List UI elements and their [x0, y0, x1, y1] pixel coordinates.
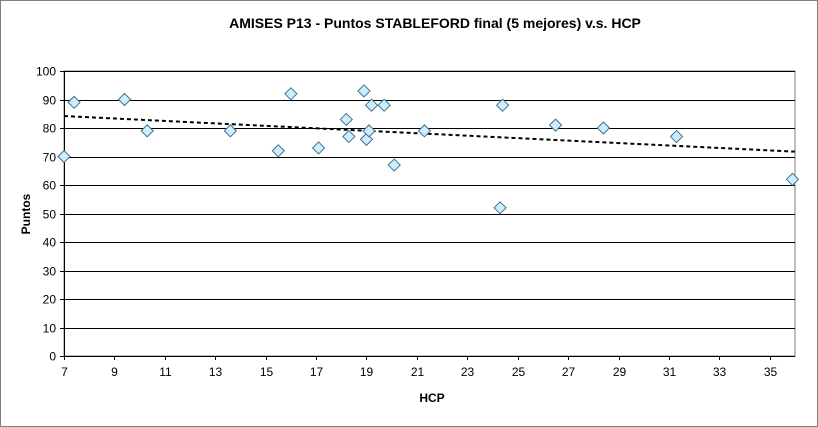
x-tick-label: 11: [159, 365, 172, 379]
y-tick-label: 10: [43, 322, 57, 336]
x-tick-label: 27: [562, 365, 576, 379]
y-tick-label: 50: [43, 208, 57, 222]
data-point: [140, 124, 154, 138]
data-point: [417, 124, 432, 138]
data-point: [596, 121, 611, 135]
data-point: [67, 95, 81, 110]
y-tick-label: 0: [49, 350, 56, 364]
y-tick-label: 30: [43, 265, 57, 279]
data-point: [493, 201, 507, 215]
data-point: [377, 98, 391, 112]
data-point: [223, 124, 238, 138]
chart-title: AMISES P13 - Puntos STABLEFORD final (5 …: [229, 15, 641, 31]
y-tick-label: 100: [36, 65, 56, 79]
data-point: [785, 172, 800, 187]
data-point: [357, 84, 371, 98]
x-tick-label: 31: [663, 365, 677, 379]
trendline: [63, 115, 796, 153]
x-tick-label: 33: [713, 365, 727, 379]
x-tick-label: 19: [360, 365, 374, 379]
data-point: [387, 158, 401, 172]
data-point: [495, 98, 510, 112]
x-tick-label: 9: [111, 365, 118, 379]
data-point: [311, 141, 326, 155]
data-point: [548, 118, 563, 132]
data-point: [117, 92, 132, 107]
x-tick-label: 25: [512, 365, 526, 379]
y-tick-label: 70: [43, 151, 57, 165]
plot-background: [63, 70, 796, 357]
x-tick-label: 21: [411, 365, 425, 379]
x-tick-label: 17: [310, 365, 324, 379]
y-axis-label: Puntos: [19, 193, 33, 234]
data-point: [339, 112, 354, 127]
plot-area: 0 10 20 30 40 50 60 70 80 90 100 7 9 11 13 15 17 19 21 23 25…: [36, 65, 800, 379]
x-tick-label: 35: [764, 365, 778, 379]
data-point: [669, 129, 684, 144]
x-tick-label: 23: [461, 365, 475, 379]
data-point: [364, 98, 379, 112]
data-point: [57, 149, 71, 164]
data-point: [342, 129, 356, 144]
y-tick-label: 20: [43, 293, 57, 307]
data-point: [284, 87, 298, 101]
y-tick-label: 90: [43, 94, 57, 108]
y-tick-label: 60: [43, 179, 57, 193]
data-point: [271, 144, 285, 158]
y-tick-label: 40: [43, 236, 57, 250]
y-tick-label: 80: [43, 122, 57, 136]
x-tick-label: 29: [613, 365, 627, 379]
x-tick-label: 15: [260, 365, 274, 379]
x-tick-label: 7: [61, 365, 68, 379]
x-tick-label: 13: [209, 365, 223, 379]
data-point: [362, 124, 376, 138]
x-axis-label: HCP: [419, 391, 444, 405]
